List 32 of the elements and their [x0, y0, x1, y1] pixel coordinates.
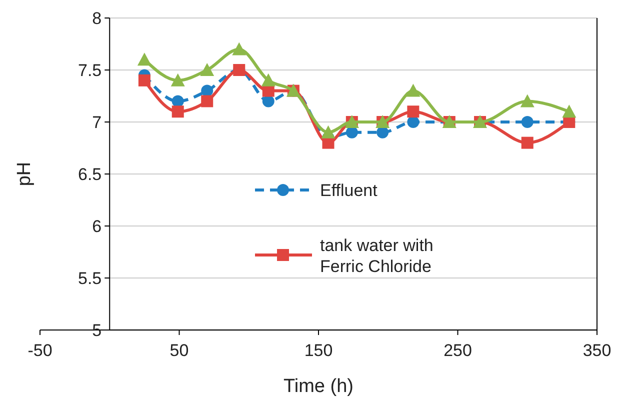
x-tick-label: 350: [582, 341, 612, 360]
point: [172, 106, 184, 118]
y-tick-label: 5.5: [78, 269, 102, 288]
point: [138, 74, 150, 86]
x-tick-label: 50: [170, 341, 189, 360]
point: [137, 52, 152, 66]
point: [407, 106, 420, 118]
y-tick-label: 8: [92, 9, 102, 28]
y-tick-label: 7.5: [78, 61, 102, 80]
point: [407, 116, 420, 128]
point: [232, 42, 246, 56]
x-tick-label: -50: [28, 341, 52, 360]
y-axis-title: pH: [14, 162, 35, 186]
point: [406, 84, 420, 97]
point: [261, 73, 276, 86]
point: [170, 73, 185, 86]
y-tick-label: 7: [92, 113, 102, 132]
point: [172, 95, 184, 108]
legend-label: Effluent: [320, 181, 378, 200]
point: [521, 136, 534, 149]
x-tick-label: 150: [304, 341, 333, 360]
point: [200, 63, 214, 76]
point: [201, 95, 214, 108]
point: [520, 94, 534, 108]
legend-label: tank water with Ferric Chloride: [320, 236, 434, 276]
y-tick-label: 6.5: [78, 165, 102, 184]
point: [521, 116, 534, 128]
y-tick-label: 6: [92, 217, 102, 236]
point: [562, 104, 576, 118]
point: [321, 125, 336, 138]
x-tick-label: 250: [444, 341, 472, 360]
x-axis-title: Time (h): [283, 376, 354, 397]
